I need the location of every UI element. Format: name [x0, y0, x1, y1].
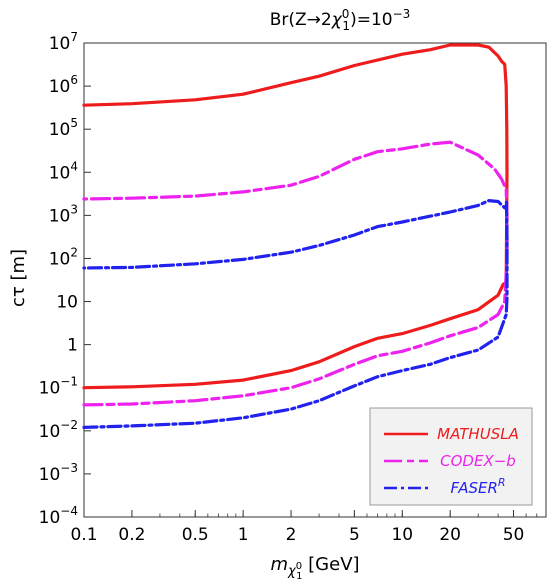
y-tick-label: 10 — [56, 293, 78, 313]
title-mid: )=10 — [350, 10, 393, 30]
y-tick-label: 1 — [67, 336, 78, 356]
xlabel-chi-sup: 0 — [296, 561, 302, 572]
series-line-codex-b — [82, 140, 509, 407]
xlabel-m: m — [270, 554, 288, 575]
x-tick-label-10: 10 — [391, 525, 413, 545]
title-prefix: Br(Z→2 — [270, 10, 332, 30]
series-layer — [82, 43, 509, 429]
y-tick-label: 107 — [49, 30, 78, 54]
x-tick-label-2: 2 — [286, 525, 297, 545]
xlabel-chi: χ — [287, 564, 297, 579]
legend-label-codex-b: CODEX−b — [440, 452, 516, 470]
y-tick-label: 102 — [49, 245, 78, 269]
x-tick-label-0-2: 0.2 — [118, 525, 145, 545]
legend: MATHUSLA CODEX−b FASERR — [369, 407, 533, 506]
y-axis-ticks: 10−4 10−3 10−2 10−1 1 10 102 103 104 105 106 107 — [39, 30, 91, 528]
x-tick-label-0-1: 0.1 — [70, 525, 97, 545]
x-tick-label-20: 20 — [439, 525, 461, 545]
series-line-faser — [82, 199, 509, 429]
y-tick-label: 104 — [49, 159, 78, 183]
x-tick-label-1: 1 — [238, 525, 249, 545]
y-axis-title: cτ [m] — [8, 249, 29, 307]
legend-label-mathusla: MATHUSLA — [437, 425, 519, 443]
title-exp: −3 — [393, 7, 411, 21]
y-tick-label: 103 — [49, 202, 78, 226]
y-tick-label: 10−4 — [39, 504, 78, 528]
title-chi-sub: 1 — [342, 19, 350, 33]
xlabel-unit: [GeV] — [302, 554, 359, 575]
series-line-mathusla — [82, 43, 509, 390]
y-tick-label: 10−1 — [39, 375, 78, 399]
xlabel-chi-sub: 1 — [296, 571, 302, 581]
legend-label-faser: FASERR — [450, 476, 505, 497]
x-axis-ticks: 0.1 0.2 0.5 1 2 5 10 20 50 — [70, 510, 547, 545]
x-tick-label-5: 5 — [349, 525, 360, 545]
y-tick-label: 106 — [49, 73, 78, 97]
y-tick-label: 10−3 — [39, 461, 78, 485]
chart-title: Br(Z→2χ0 1)=10−3 — [270, 7, 411, 33]
title-chi-sup: 0 — [342, 7, 350, 21]
y-tick-label: 105 — [49, 116, 78, 140]
y-tick-label: 10−2 — [39, 418, 78, 442]
x-tick-label-0-5: 0.5 — [182, 525, 209, 545]
plot-frame — [83, 42, 547, 518]
title-chi: χ — [331, 10, 343, 30]
x-tick-label-50: 50 — [503, 525, 525, 545]
x-axis-title: mχ0 1 [GeV] — [270, 554, 359, 581]
